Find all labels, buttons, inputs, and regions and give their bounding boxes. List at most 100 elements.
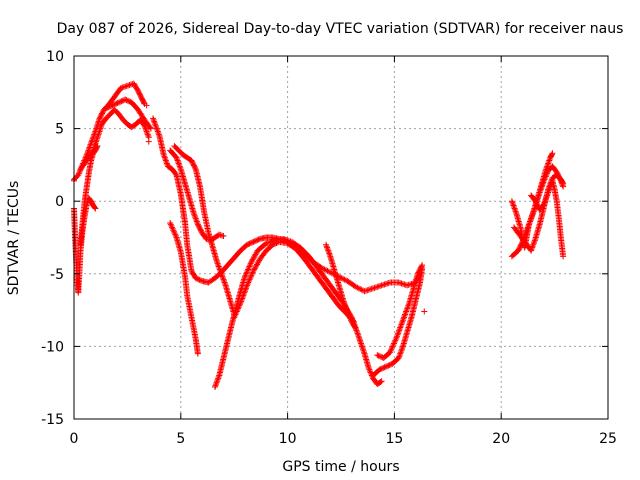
data-point xyxy=(168,222,175,229)
data-point xyxy=(221,278,228,285)
data-point xyxy=(105,104,112,111)
data-point xyxy=(174,156,181,163)
data-point xyxy=(341,299,348,306)
data-point xyxy=(544,163,551,170)
data-point xyxy=(217,267,224,274)
data-point xyxy=(419,262,426,269)
data-point xyxy=(546,186,553,193)
data-point xyxy=(352,283,359,290)
data-point xyxy=(144,129,151,136)
data-point xyxy=(396,325,403,332)
data-point xyxy=(114,100,121,107)
data-point xyxy=(524,224,531,231)
data-point xyxy=(191,211,198,218)
data-point xyxy=(161,153,168,160)
data-point xyxy=(247,262,254,269)
data-point xyxy=(241,289,248,296)
data-point xyxy=(251,266,258,273)
data-point xyxy=(527,217,534,224)
data-point xyxy=(243,269,250,276)
x-tick-label: 20 xyxy=(492,431,510,447)
data-point xyxy=(396,327,403,334)
data-point xyxy=(243,283,250,290)
data-point xyxy=(192,275,199,282)
data-point xyxy=(355,285,362,292)
data-point xyxy=(216,264,223,271)
outlier-point xyxy=(145,138,152,145)
data-point xyxy=(543,193,550,200)
data-point xyxy=(255,236,262,243)
y-tick-label: 10 xyxy=(46,49,64,65)
data-point xyxy=(343,305,350,312)
data-point xyxy=(242,272,249,279)
data-point xyxy=(236,302,243,309)
data-point xyxy=(290,241,297,248)
data-point xyxy=(177,164,184,171)
data-point xyxy=(250,255,257,262)
data-point xyxy=(543,170,550,177)
data-point xyxy=(218,270,225,277)
data-point xyxy=(112,101,119,108)
data-point xyxy=(287,240,294,247)
data-point xyxy=(543,195,550,202)
data-point xyxy=(382,363,389,370)
data-point xyxy=(197,277,204,284)
data-point xyxy=(326,250,333,257)
data-point xyxy=(378,378,385,385)
data-point xyxy=(251,265,258,272)
data-point xyxy=(542,196,549,203)
data-point xyxy=(546,156,553,163)
data-point xyxy=(123,97,130,104)
data-point xyxy=(377,366,384,373)
data-point xyxy=(512,208,519,215)
data-point xyxy=(253,250,260,257)
data-point xyxy=(348,317,355,324)
data-point xyxy=(392,336,399,343)
data-points xyxy=(71,80,567,391)
data-point xyxy=(403,307,410,314)
data-point xyxy=(527,218,534,225)
data-point xyxy=(76,169,83,176)
data-point xyxy=(218,272,225,279)
data-point xyxy=(252,237,259,244)
data-point xyxy=(386,361,393,368)
data-point xyxy=(385,362,392,369)
data-point xyxy=(549,150,556,157)
data-point xyxy=(526,219,533,226)
data-point xyxy=(545,189,552,196)
data-point xyxy=(152,122,159,129)
data-point xyxy=(340,296,347,303)
data-point xyxy=(250,238,257,245)
data-point xyxy=(404,304,411,311)
data-point xyxy=(537,186,544,193)
data-point xyxy=(216,266,223,273)
data-point xyxy=(175,158,182,165)
data-point xyxy=(286,239,293,246)
data-point xyxy=(119,97,126,104)
data-point xyxy=(528,246,535,253)
data-point xyxy=(235,305,242,312)
data-point xyxy=(405,302,412,309)
data-point xyxy=(108,102,115,109)
data-point xyxy=(251,252,258,259)
data-point xyxy=(219,273,226,280)
data-point xyxy=(530,241,537,248)
data-point xyxy=(540,201,547,208)
data-point xyxy=(160,151,167,158)
data-point xyxy=(320,265,327,272)
data-point xyxy=(374,352,381,359)
data-point xyxy=(215,263,222,270)
data-point xyxy=(284,238,291,245)
data-point xyxy=(325,268,332,275)
data-point xyxy=(531,237,538,244)
data-point xyxy=(172,231,179,238)
data-point xyxy=(523,228,530,235)
data-point xyxy=(169,224,176,231)
data-point xyxy=(255,258,262,265)
data-point xyxy=(396,352,403,359)
x-tick-label: 25 xyxy=(599,431,617,447)
data-point xyxy=(244,280,251,287)
data-point xyxy=(399,318,406,325)
data-point xyxy=(404,305,411,312)
